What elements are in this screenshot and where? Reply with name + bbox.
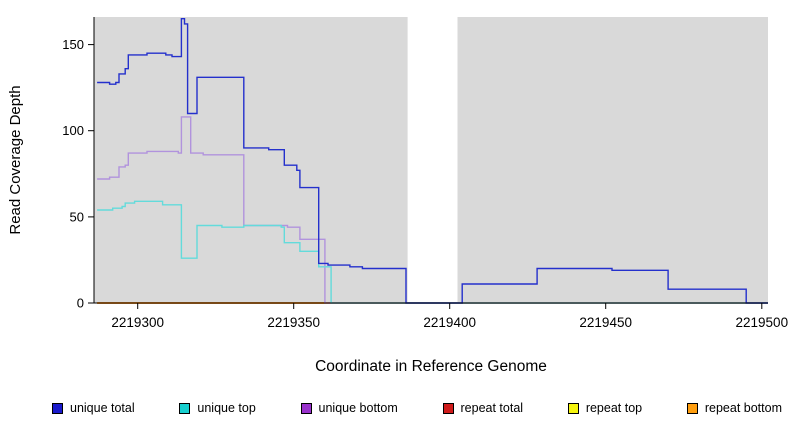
- legend-item-repeat-bottom: repeat bottom: [686, 401, 782, 415]
- legend-label-repeat-total: repeat total: [460, 401, 524, 415]
- x-axis-title: Coordinate in Reference Genome: [315, 358, 547, 375]
- legend-swatch-unique-total: [52, 402, 63, 414]
- y-tick-label: 150: [62, 37, 84, 52]
- legend-swatch-unique-bottom: [300, 402, 312, 414]
- series-line-unique-bottom: [97, 116, 768, 304]
- legend-label-repeat-top: repeat top: [585, 401, 643, 415]
- x-tick-label: 2219350: [267, 315, 320, 330]
- legend-item-repeat-total: repeat total: [442, 401, 524, 415]
- legend-swatch-unique-top: [179, 402, 191, 414]
- x-tick-label: 2219450: [579, 315, 632, 330]
- y-axis-title: Read Coverage Depth: [7, 85, 24, 235]
- coverage-chart: 0 50 100 150 2219300 2219350 2219400 2219450 221…: [62, 12, 789, 330]
- x-tick-label: 2219400: [423, 315, 476, 330]
- gap-region: [407, 12, 458, 303]
- legend-swatch-repeat-top: [567, 402, 579, 414]
- legend-swatch-repeat-total: [442, 402, 454, 414]
- y-tick-label: 100: [62, 123, 84, 138]
- legend-label-unique-top: unique top: [197, 401, 256, 415]
- series-line-unique-top: [97, 200, 768, 304]
- chart-legend: unique total unique top unique bottom repea…: [52, 401, 782, 415]
- legend-item-unique-total: unique total: [52, 401, 135, 415]
- legend-item-unique-top: unique top: [179, 401, 256, 415]
- legend-label-repeat-bottom: repeat bottom: [704, 401, 782, 415]
- legend-label-unique-bottom: unique bottom: [318, 401, 398, 415]
- legend-item-repeat-top: repeat top: [567, 401, 643, 415]
- legend-swatch-repeat-bottom: [686, 402, 698, 414]
- y-tick-label: 50: [70, 209, 84, 224]
- legend-item-unique-bottom: unique bottom: [300, 401, 398, 415]
- y-tick-label: 0: [77, 296, 84, 311]
- x-tick-label: 2219300: [111, 315, 164, 330]
- legend-label-unique-total: unique total: [70, 401, 135, 415]
- x-tick-label: 2219500: [736, 315, 789, 330]
- series-line-unique-total: [97, 18, 768, 304]
